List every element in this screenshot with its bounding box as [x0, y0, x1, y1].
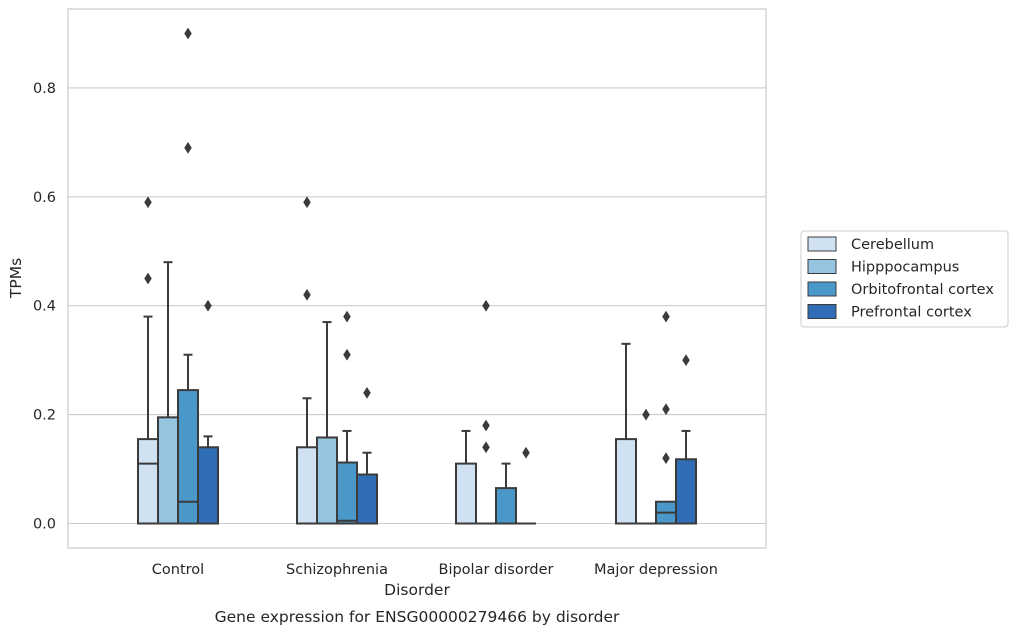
- box-orbitofrontal-cortex-1: [336, 310, 358, 525]
- x-axis-label: Disorder: [384, 581, 450, 599]
- box-cerebellum-2: [455, 429, 477, 525]
- outlier-point: [184, 141, 192, 154]
- outlier-point: [303, 288, 311, 301]
- y-axis-ticks: 0.0 0.2 0.4 0.6 0.8: [33, 81, 56, 533]
- box-iqr: [316, 436, 338, 525]
- legend-label: Orbitofrontal cortex: [851, 282, 994, 298]
- box-orbitofrontal-cortex-2: [495, 462, 517, 525]
- outlier-point: [662, 452, 670, 465]
- x-tick-label: Bipolar disorder: [439, 562, 554, 578]
- outlier-point: [204, 299, 212, 312]
- outlier-point: [522, 446, 530, 459]
- box-iqr: [455, 462, 477, 525]
- outlier-point: [144, 196, 152, 209]
- outlier-point: [662, 403, 670, 416]
- y-tick-label: 0.0: [33, 517, 56, 533]
- legend: Cerebellum Hipppocampus Orbitofrontal cort…: [800, 230, 1009, 328]
- box-iqr: [356, 473, 378, 525]
- box-iqr: [675, 458, 697, 525]
- box-iqr: [495, 487, 517, 525]
- outlier-point: [482, 441, 490, 454]
- box-iqr: [296, 446, 318, 525]
- outlier-point: [343, 348, 351, 361]
- outlier-point: [682, 354, 690, 367]
- outlier-point: [184, 27, 192, 40]
- box-prefrontal-cortex-0: [197, 299, 219, 525]
- outlier-point: [363, 386, 371, 399]
- legend-frame: [800, 230, 1009, 328]
- outlier-point: [482, 299, 490, 312]
- box-iqr: [157, 416, 179, 525]
- legend-label: Hipppocampus: [851, 260, 959, 276]
- legend-swatch: [807, 281, 837, 297]
- y-tick-label: 0.2: [33, 408, 56, 424]
- box-hipppocampus-2: [476, 299, 496, 525]
- outlier-point: [482, 419, 490, 432]
- box-iqr: [197, 446, 219, 525]
- box-cerebellum-3: [615, 342, 637, 525]
- box-cerebellum-1: [296, 196, 318, 525]
- y-tick-label: 0.4: [33, 299, 56, 315]
- outlier-point: [343, 310, 351, 323]
- outlier-point: [303, 196, 311, 209]
- x-tick-label: Schizophrenia: [286, 562, 388, 578]
- box-cerebellum-0: [137, 196, 159, 525]
- box-prefrontal-cortex-3: [675, 354, 697, 525]
- chart-caption: Gene expression for ENSG00000279466 by d…: [215, 608, 620, 626]
- box-orbitofrontal-cortex-0: [177, 27, 199, 525]
- x-axis-ticks: Control Schizophrenia Bipolar disorder Majo…: [152, 562, 718, 578]
- legend-label: Prefrontal cortex: [851, 305, 972, 321]
- outlier-point: [642, 408, 650, 421]
- box-iqr: [177, 389, 199, 525]
- legend-swatch: [807, 236, 837, 252]
- boxes: [137, 27, 697, 525]
- plot-area-frame: [67, 8, 767, 549]
- box-hipppocampus-1: [316, 321, 338, 525]
- box-prefrontal-cortex-1: [356, 386, 378, 525]
- box-iqr: [336, 461, 358, 525]
- box-orbitofrontal-cortex-3: [655, 310, 677, 525]
- y-tick-label: 0.8: [33, 81, 56, 97]
- box-iqr: [137, 438, 159, 525]
- outlier-point: [144, 272, 152, 285]
- legend-swatch: [807, 304, 837, 319]
- legend-swatch: [807, 259, 837, 274]
- box-hipppocampus-3: [636, 408, 656, 525]
- x-tick-label: Major depression: [594, 562, 718, 578]
- box-iqr: [615, 438, 637, 525]
- box-prefrontal-cortex-2: [516, 446, 536, 525]
- outlier-point: [662, 310, 670, 323]
- y-axis-label: TPMs: [7, 258, 25, 299]
- legend-label: Cerebellum: [851, 237, 934, 253]
- box-hipppocampus-0: [157, 261, 179, 525]
- x-tick-label: Control: [152, 562, 204, 578]
- y-tick-label: 0.6: [33, 190, 56, 206]
